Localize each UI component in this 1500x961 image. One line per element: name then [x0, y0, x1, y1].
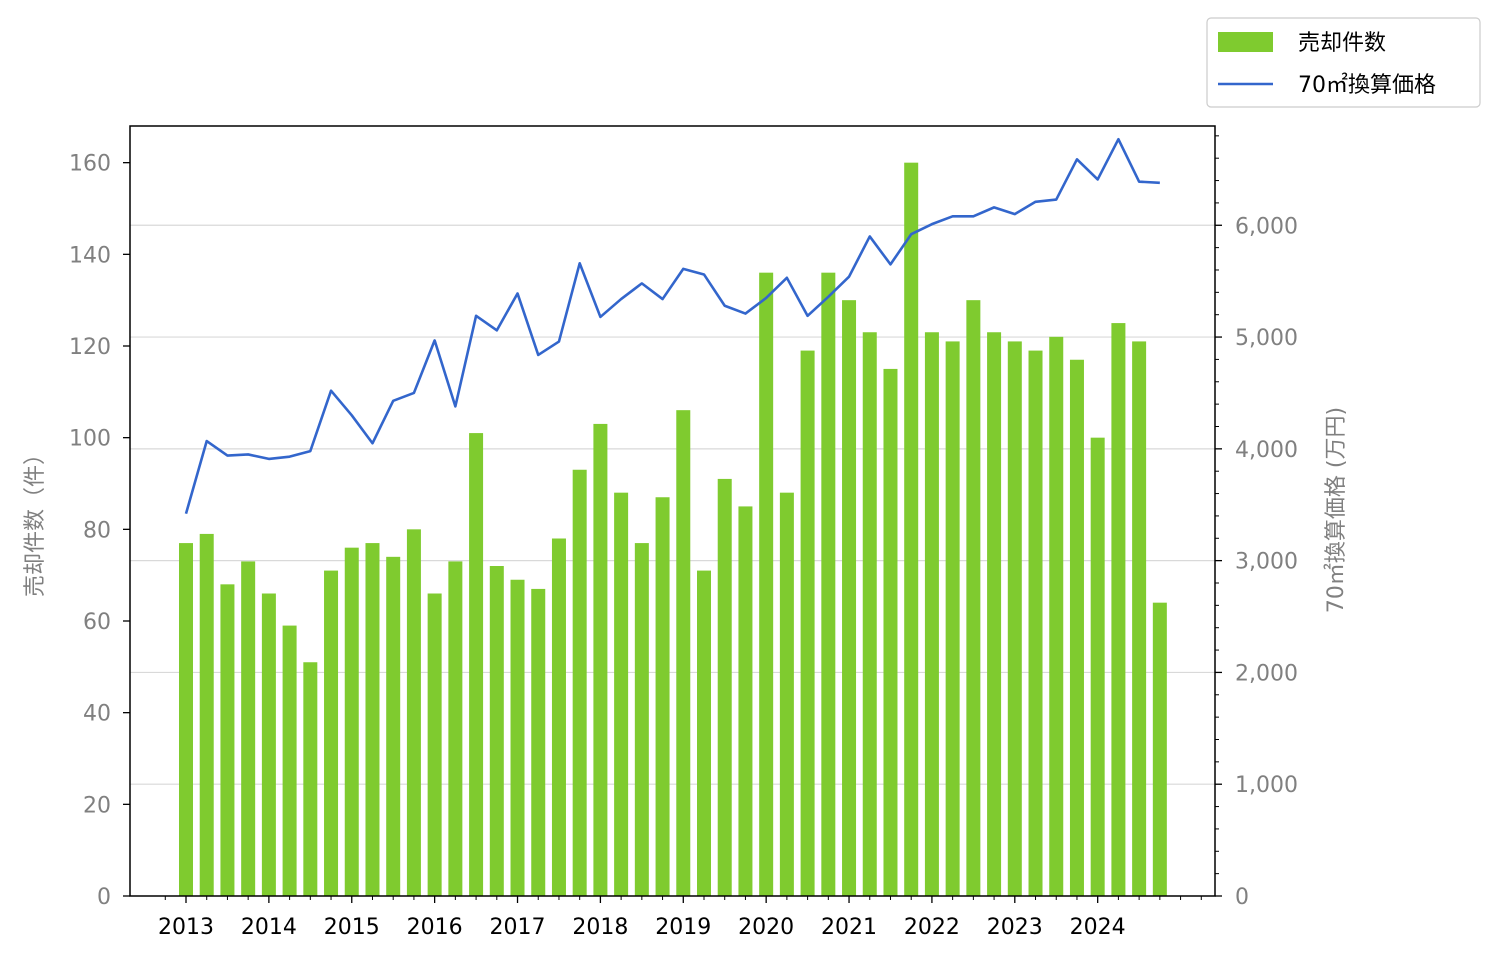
right-tick-label: 4,000 — [1235, 438, 1298, 463]
bar — [676, 410, 691, 896]
bar — [987, 332, 1002, 896]
x-tick-label: 2020 — [738, 915, 794, 940]
right-tick-label: 3,000 — [1235, 550, 1298, 575]
bar — [448, 561, 463, 896]
bar-series — [179, 162, 1167, 897]
left-tick-label: 80 — [83, 518, 111, 543]
bar — [759, 272, 774, 897]
legend: 売却件数 70㎡換算価格 — [1206, 17, 1481, 108]
bar — [324, 570, 339, 896]
bar — [406, 529, 421, 896]
bar — [427, 593, 442, 896]
legend-bar-label: 売却件数 — [1298, 31, 1386, 56]
bar — [199, 533, 214, 896]
price-line — [184, 137, 1160, 515]
bar — [1111, 323, 1126, 896]
left-tick-label: 40 — [83, 702, 111, 727]
bar — [883, 368, 898, 897]
bar — [303, 662, 318, 896]
bar — [697, 570, 711, 896]
bar — [344, 547, 359, 896]
x-tick-label: 2017 — [490, 915, 546, 940]
right-tick-label: 5,000 — [1235, 326, 1298, 351]
left-tick-label: 100 — [69, 427, 111, 452]
right-tick-label: 0 — [1235, 885, 1249, 910]
right-tick-label: 2,000 — [1235, 661, 1298, 686]
bar — [489, 566, 504, 896]
bar — [800, 350, 815, 896]
plot-frame — [129, 125, 1216, 897]
bar — [241, 561, 256, 896]
bar — [1090, 437, 1105, 896]
bar — [551, 538, 566, 896]
legend-line-label: 70㎡換算価格 — [1298, 72, 1436, 98]
left-axis: 0 20 40 60 80 100 120 140 160 — [69, 152, 130, 910]
right-tick-label: 1,000 — [1235, 773, 1298, 798]
bar — [634, 543, 649, 896]
bar — [904, 162, 919, 896]
left-tick-label: 20 — [83, 793, 111, 818]
bar — [821, 272, 836, 897]
x-tick-label: 2024 — [1070, 915, 1126, 940]
bar — [220, 584, 235, 896]
bar — [1049, 336, 1064, 896]
bar — [282, 625, 297, 896]
x-tick-label: 2014 — [241, 915, 297, 940]
bar — [365, 543, 380, 896]
bar — [261, 593, 276, 896]
bar — [966, 300, 981, 897]
bar — [510, 579, 525, 896]
bar — [1007, 341, 1022, 897]
legend-box — [1206, 17, 1481, 108]
x-tick-label: 2013 — [158, 915, 214, 940]
x-axis: 2013 2014 2015 2016 2017 2018 2019 2020 2021 2022… — [158, 896, 1202, 940]
bar — [1132, 341, 1147, 897]
left-tick-label: 60 — [83, 610, 111, 635]
left-axis-title: 売却件数（件） — [23, 443, 48, 597]
bar — [779, 492, 794, 896]
bar — [531, 588, 546, 896]
right-axis-title: 70㎡換算価格 (万円) — [1323, 407, 1349, 613]
bar — [1069, 359, 1084, 896]
x-tick-label: 2021 — [821, 915, 877, 940]
bar — [738, 506, 753, 896]
bar — [572, 469, 587, 896]
right-tick-label: 6,000 — [1235, 214, 1298, 239]
x-tick-label: 2018 — [572, 915, 628, 940]
bar — [924, 332, 939, 896]
left-tick-label: 120 — [69, 335, 111, 360]
bar — [842, 300, 857, 897]
legend-bar-swatch — [1218, 32, 1273, 52]
x-tick-label: 2016 — [407, 915, 463, 940]
x-tick-label: 2023 — [987, 915, 1043, 940]
bar — [593, 423, 608, 896]
right-axis: 0 1,000 2,000 3,000 4,000 5,000 6,000 — [1215, 135, 1298, 910]
bar — [1028, 350, 1043, 896]
x-tick-label: 2019 — [655, 915, 711, 940]
left-tick-label: 140 — [69, 243, 111, 268]
x-tick-label: 2022 — [904, 915, 960, 940]
bar — [614, 492, 629, 896]
bar — [386, 556, 401, 896]
line-series — [184, 137, 1160, 515]
x-tick-label: 2015 — [324, 915, 380, 940]
bar — [717, 478, 732, 896]
bar — [945, 341, 960, 897]
bar — [179, 543, 193, 896]
left-tick-label: 160 — [69, 152, 111, 177]
bar — [655, 497, 670, 896]
bar — [1152, 602, 1167, 896]
left-tick-label: 0 — [97, 885, 111, 910]
bar — [469, 433, 484, 896]
bar — [862, 332, 877, 896]
